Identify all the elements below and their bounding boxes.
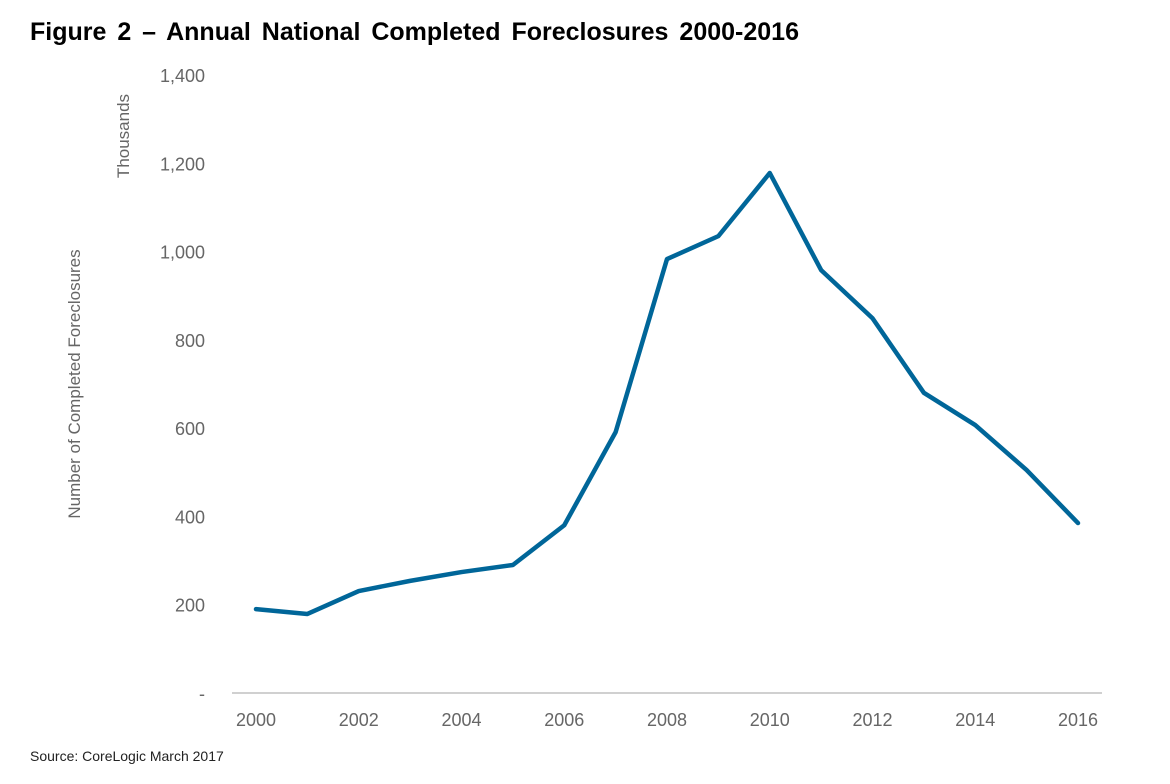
y-tick-label: 1,200 [160,154,205,174]
x-tick-label: 2006 [544,710,584,730]
y-tick-label: 600 [175,419,205,439]
x-tick-label: 2016 [1058,710,1098,730]
y-tick-label: 1,400 [160,66,205,86]
x-tick-label: 2004 [441,710,481,730]
chart-title: Figure 2 – Annual National Completed For… [30,18,799,46]
series-line [253,170,1081,617]
x-tick-label: 2000 [236,710,276,730]
x-tick-label: 2014 [955,710,995,730]
y-axis-label: Number of Completed Foreclosures [65,249,84,518]
y-tick-label: 400 [175,507,205,527]
x-tick-label: 2010 [750,710,790,730]
source-note: Source: CoreLogic March 2017 [30,748,224,764]
y-tick-label: 200 [175,596,205,616]
y-unit-label: Thousands [114,94,133,178]
y-tick-label: 800 [175,331,205,351]
y-tick-label: - [199,684,205,704]
x-tick-label: 2012 [852,710,892,730]
x-tick-label: 2008 [647,710,687,730]
x-tick-label: 2002 [339,710,379,730]
y-tick-label: 1,000 [160,243,205,263]
